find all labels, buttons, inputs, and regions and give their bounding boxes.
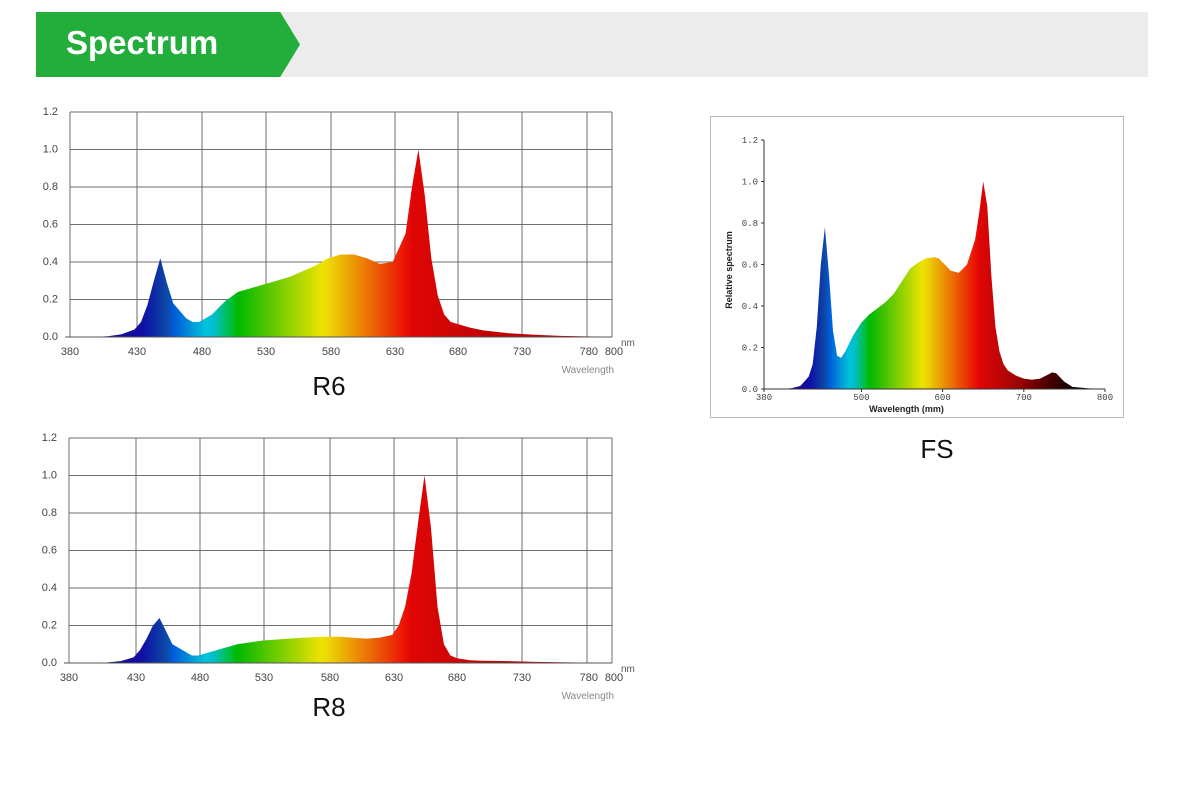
fs-ytick-label: 0.6 bbox=[742, 261, 758, 271]
fs-xtick-label: 600 bbox=[935, 393, 951, 403]
r6-ytick-label: 1.2 bbox=[43, 106, 58, 118]
r8-ytick-label: 0.0 bbox=[42, 657, 57, 669]
r8-ytick-label: 0.8 bbox=[42, 507, 57, 519]
r8-unit-label: nm bbox=[621, 664, 635, 675]
r8-ytick-label: 1.0 bbox=[42, 470, 57, 482]
r8-chart: 0.0 0.2 0.4 0.6 0.8 1.0 1.2 380 430 480 530 580 630 6… bbox=[42, 432, 635, 702]
r8-caption: R8 bbox=[312, 692, 346, 722]
r8-spectrum-area bbox=[69, 475, 612, 663]
fs-ytick-label: 1.2 bbox=[742, 136, 758, 146]
r6-xtick-label: 480 bbox=[193, 346, 211, 358]
header-tab bbox=[36, 12, 300, 77]
r8-xtick-label: 530 bbox=[255, 672, 273, 684]
r6-xtick-label: 730 bbox=[513, 346, 531, 358]
r6-xtick-label: 780 bbox=[580, 346, 598, 358]
fs-ytick-label: 0.0 bbox=[742, 385, 758, 395]
r6-x-axis-label: Wavelength bbox=[562, 365, 614, 376]
r8-ytick-label: 1.2 bbox=[42, 432, 57, 444]
fs-ytick-label: 0.8 bbox=[742, 219, 758, 229]
fs-xtick-label: 800 bbox=[1097, 393, 1113, 403]
fs-x-axis-label: Wavelength (mm) bbox=[869, 404, 944, 414]
r8-xtick-label: 580 bbox=[321, 672, 339, 684]
r6-xtick-label: 580 bbox=[322, 346, 340, 358]
fs-ytick-label: 0.4 bbox=[742, 302, 758, 312]
page-title: Spectrum bbox=[66, 24, 219, 61]
r6-xtick-label: 430 bbox=[128, 346, 146, 358]
r6-ytick-label: 0.2 bbox=[43, 294, 58, 306]
fs-xtick-label: 700 bbox=[1016, 393, 1032, 403]
fs-ytick-label: 0.2 bbox=[742, 344, 758, 354]
r6-ytick-label: 0.0 bbox=[43, 331, 58, 343]
fs-chart: 0.0 0.2 0.4 0.6 0.8 1.0 1.2 380 500 600 700 800 Wave… bbox=[724, 136, 1113, 414]
r6-xtick-label: 630 bbox=[386, 346, 404, 358]
r6-ytick-label: 0.6 bbox=[43, 219, 58, 231]
r6-xtick-label: 680 bbox=[449, 346, 467, 358]
r8-xtick-label: 800 bbox=[605, 672, 623, 684]
r8-xtick-label: 730 bbox=[513, 672, 531, 684]
fs-xtick-label: 380 bbox=[756, 393, 772, 403]
r8-grid bbox=[68, 437, 613, 664]
r6-unit-label: nm bbox=[621, 338, 635, 349]
r6-ytick-label: 0.8 bbox=[43, 181, 58, 193]
r8-x-axis-label: Wavelength bbox=[562, 691, 614, 702]
fs-spectrum-area bbox=[764, 181, 1105, 389]
r6-spectrum-area bbox=[70, 149, 612, 337]
r8-xtick-label: 630 bbox=[385, 672, 403, 684]
r8-ytick-label: 0.4 bbox=[42, 582, 57, 594]
r6-xtick-label: 530 bbox=[257, 346, 275, 358]
r8-ytick-label: 0.6 bbox=[42, 545, 57, 557]
fs-xtick-label: 500 bbox=[853, 393, 869, 403]
r6-xtick-label: 380 bbox=[61, 346, 79, 358]
r6-ytick-label: 0.4 bbox=[43, 256, 58, 268]
r8-xtick-label: 680 bbox=[448, 672, 466, 684]
r6-chart: 0.0 0.2 0.4 0.6 0.8 1.0 1.2 380 430 480 530 580 630 6… bbox=[43, 106, 635, 376]
r6-xtick-label: 800 bbox=[605, 346, 623, 358]
r8-xtick-label: 380 bbox=[60, 672, 78, 684]
fs-ytick-label: 1.0 bbox=[742, 178, 758, 188]
r6-caption: R6 bbox=[312, 371, 346, 401]
r8-xtick-label: 480 bbox=[191, 672, 209, 684]
r6-ytick-label: 1.0 bbox=[43, 144, 58, 156]
r8-ytick-label: 0.2 bbox=[42, 620, 57, 632]
fs-y-axis-label: Relative spectrum bbox=[724, 231, 734, 309]
r8-xtick-label: 430 bbox=[127, 672, 145, 684]
r8-xtick-label: 780 bbox=[580, 672, 598, 684]
fs-caption: FS bbox=[920, 434, 954, 464]
